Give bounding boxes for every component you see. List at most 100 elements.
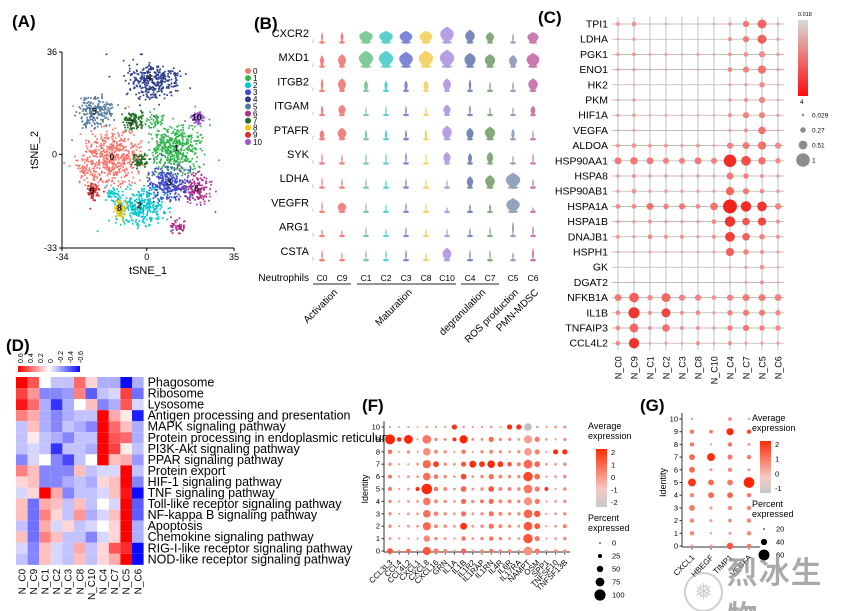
scatter-point [96,145,98,148]
scatter-point [189,160,192,163]
c-dot [776,174,780,178]
scatter-point [133,152,136,155]
scatter-point [78,165,81,167]
scatter-point [108,189,110,192]
scatter-point [141,111,144,114]
heatmap-cell [74,487,86,499]
scatter-point [136,125,139,128]
scatter-point [182,225,185,228]
scatter-point [177,197,180,200]
dot [690,544,694,548]
c-dot [663,143,669,148]
scatter-point [197,118,200,121]
scatter-point [133,194,136,197]
scatter-point [202,196,205,198]
scatter-point [112,135,115,138]
scatter-point [158,199,161,201]
dot [434,524,438,529]
scatter-point [149,218,151,220]
heatmap-cell [27,443,40,455]
heatmap-cell [132,487,144,499]
scatter-point [167,171,169,174]
scatter-point [129,214,131,217]
scatter-point [140,90,143,93]
scatter-point [150,218,153,221]
dot [398,537,401,540]
scatter-point [178,225,180,228]
scatter-point [157,154,159,157]
violin-base [444,113,450,117]
violin [468,153,472,164]
scatter-point [135,93,137,96]
scatter-point [141,157,143,160]
scatter-point [102,150,105,153]
scatter-point [123,118,126,121]
c-dot [632,83,636,87]
scatter-point [143,199,145,202]
c-dot [742,324,750,332]
b-cluster-tick: C6 [528,273,539,283]
legend-avg-tick: -1 [611,486,618,495]
scatter-point [168,186,170,188]
scatter-point [168,196,171,199]
scatter-point [198,113,201,116]
scatter-point [179,75,182,78]
c-gene-label: HSPA1B [567,216,608,228]
c-dot [648,52,652,56]
scatter-point [173,154,176,157]
scatter-point [153,108,156,111]
c-dot [726,294,734,301]
scatter-point [117,165,119,168]
heatmap-cell [16,377,28,389]
c-dot [742,294,750,302]
scatter-point [171,158,173,161]
violin-base [530,162,536,165]
scatter-point [178,139,181,142]
scatter-point [106,164,109,167]
scatter-point [176,219,178,221]
scatter-point [108,191,111,193]
violin [443,104,451,116]
scatter-point [122,169,125,172]
violin-base [319,89,325,93]
scatter-point [136,121,138,124]
heatmap-cell [120,454,132,466]
heatmap-cell [27,476,40,488]
scatter-point [90,145,92,148]
c-dot [616,219,620,224]
scatter-point [133,205,136,207]
scatter-point [166,140,169,143]
c-dot [648,68,652,71]
scatter-point [118,205,120,208]
scatter-point [90,112,93,114]
violin [321,177,323,189]
d-col-label: N_C1 [41,568,52,594]
heatmap-cell [39,443,51,455]
scatter-point [174,189,177,192]
scatter-point [168,76,171,78]
heatmap-cell [108,553,121,565]
scatter-point [181,167,184,170]
scatter-point [199,147,202,150]
scatter-point [84,108,87,111]
scatter-point [149,197,151,200]
scatter-point [129,158,132,161]
scatter-point [124,107,127,110]
scatter-point [194,190,197,192]
c-dot [776,113,780,117]
c-dot [727,325,733,331]
scatter-point [184,191,187,194]
scatter-point [147,173,150,176]
dot [407,500,410,503]
scatter-point [129,124,132,127]
scatter-point [109,160,111,163]
scatter-point [147,80,150,83]
dot [398,487,401,491]
scatter-point [136,223,138,226]
heatmap-cell [85,388,98,400]
c-dot [680,113,684,117]
violin [532,178,534,189]
scatter-point [173,73,176,76]
scatter-point [197,178,200,181]
scatter-point [170,82,173,85]
